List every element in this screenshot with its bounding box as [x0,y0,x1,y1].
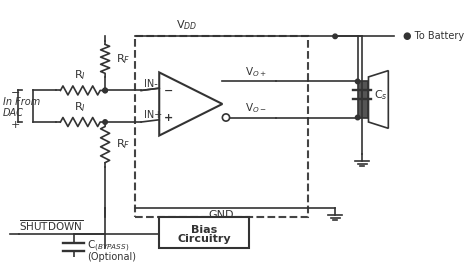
Text: −: − [163,85,173,96]
Text: GND: GND [209,210,234,220]
FancyBboxPatch shape [159,217,249,248]
Text: V$_{O+}$: V$_{O+}$ [245,65,267,79]
Text: $\overline{\mathrm{SHUTDOWN}}$: $\overline{\mathrm{SHUTDOWN}}$ [20,218,84,233]
Text: +: + [10,120,20,130]
Text: Circuitry: Circuitry [177,234,231,244]
Text: IN+: IN+ [144,110,162,120]
Text: C$_{(BYPASS)}$: C$_{(BYPASS)}$ [87,238,129,254]
Circle shape [355,79,360,84]
Circle shape [355,115,360,120]
Circle shape [103,88,107,93]
Text: In From: In From [3,97,41,107]
Text: C$_s$: C$_s$ [374,88,388,102]
Circle shape [103,120,107,124]
Text: −: − [10,88,20,98]
Text: IN-: IN- [144,79,158,89]
Text: DAC: DAC [3,108,24,118]
Circle shape [333,34,337,38]
Text: Bias: Bias [191,225,218,235]
Circle shape [103,88,107,93]
Text: R$_I$: R$_I$ [74,69,86,82]
Text: R$_F$: R$_F$ [116,138,130,152]
Text: V$_{DD}$: V$_{DD}$ [176,18,197,32]
Text: V$_{O-}$: V$_{O-}$ [245,101,267,115]
Text: +: + [163,112,173,123]
Text: (Optional): (Optional) [87,252,136,262]
Text: ● To Battery: ● To Battery [403,31,464,41]
Text: R$_I$: R$_I$ [74,100,86,114]
Bar [358,81,368,117]
Text: R$_F$: R$_F$ [116,52,130,66]
